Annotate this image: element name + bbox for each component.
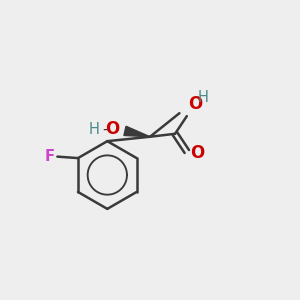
Text: H: H [89, 122, 100, 137]
Text: -: - [102, 122, 107, 137]
Text: F: F [45, 149, 55, 164]
Text: O: O [190, 144, 205, 162]
Polygon shape [124, 126, 150, 137]
Text: H: H [198, 90, 209, 105]
Text: O: O [188, 95, 202, 113]
Text: O: O [105, 120, 119, 138]
